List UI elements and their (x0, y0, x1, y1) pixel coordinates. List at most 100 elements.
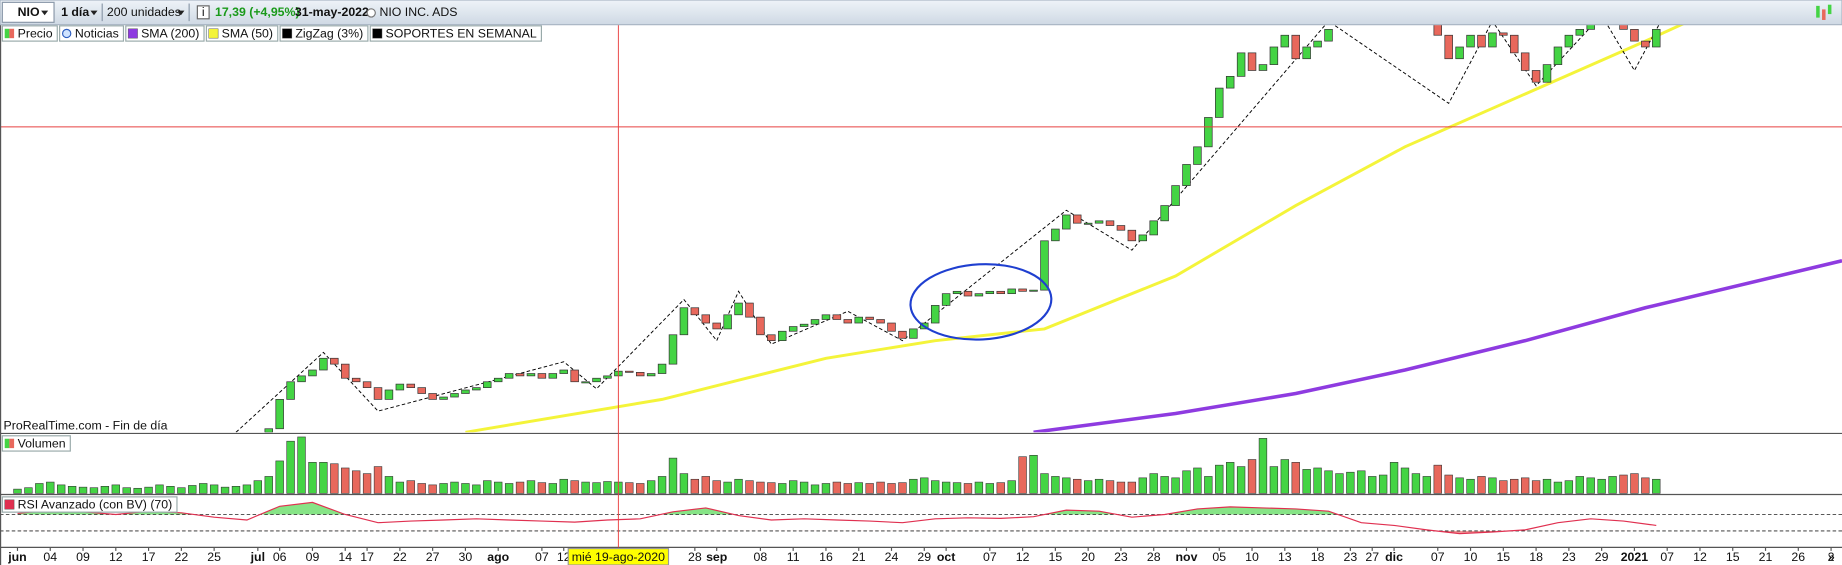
volume-bar (406, 480, 415, 494)
x-tick-label: 24 (885, 550, 899, 564)
icon-bar[interactable] (1816, 5, 1820, 18)
candle (996, 290, 1005, 295)
candle (898, 330, 907, 339)
volume-bar (13, 488, 22, 494)
volume-bar (1007, 480, 1016, 494)
candle (537, 373, 547, 379)
candle (778, 330, 787, 341)
candle (1215, 87, 1224, 118)
symbol[interactable]: NIO (18, 5, 40, 19)
volume-bar (821, 483, 831, 494)
legend-swatch (4, 28, 10, 39)
volume-bar (1280, 459, 1289, 494)
candle (832, 314, 842, 320)
legend-swatch (4, 499, 15, 510)
volume-bar (712, 480, 721, 494)
legend-box[interactable] (1, 25, 58, 42)
volume-bar (133, 487, 142, 494)
x-tick-label: 07 (535, 550, 549, 564)
volume-bar (1302, 469, 1311, 494)
candle (1619, 24, 1628, 30)
volume-bar (985, 483, 994, 494)
volume-bar (996, 482, 1005, 494)
icon-bar[interactable] (1827, 4, 1832, 15)
candle (1641, 40, 1650, 48)
volume-bar (209, 484, 219, 494)
legend-label: SMA (200) (141, 26, 199, 40)
volume-bar (734, 478, 743, 494)
candle (930, 305, 940, 324)
candle (1062, 214, 1071, 230)
dropdown-arrow[interactable] (90, 10, 98, 16)
volume-bar (177, 487, 186, 494)
units[interactable]: 200 unidades (107, 5, 181, 19)
volume-bar (286, 440, 295, 494)
legend-swatch (127, 28, 138, 39)
volume-bar (1040, 473, 1049, 494)
volume-bar (1575, 476, 1584, 494)
candle (1455, 46, 1464, 60)
x-tick-label: 23 (1562, 550, 1576, 564)
candle (548, 373, 558, 379)
symbol-box[interactable] (1, 1, 55, 23)
volume-bar (166, 486, 175, 494)
legend-box[interactable] (125, 25, 205, 42)
candle (1444, 34, 1453, 60)
crosshair-label-bg (567, 547, 670, 565)
volume-bar (646, 480, 656, 494)
volume-bar (1378, 474, 1388, 494)
x-tick-label: 11 (787, 550, 800, 564)
period[interactable]: 1 día (61, 5, 89, 19)
candle (581, 381, 590, 384)
x-tick-label: 20 (1081, 550, 1095, 564)
x-tick-label: 17 (360, 550, 374, 564)
info-icon[interactable] (196, 5, 210, 20)
volume-bar (1400, 467, 1410, 494)
volume-bar (1542, 478, 1552, 494)
crosshair: mié 19-ago-2020 (0, 24, 1842, 565)
volume-bar (330, 463, 339, 494)
legend-box[interactable] (205, 25, 279, 42)
volume-bar (1073, 478, 1082, 494)
chart-icon[interactable] (1816, 4, 1832, 20)
candle (559, 369, 568, 374)
volume-bar (231, 486, 241, 494)
candle (690, 307, 700, 316)
legend-box[interactable] (1, 435, 71, 452)
candle (767, 334, 776, 341)
volume-bar (920, 477, 929, 494)
candle (483, 381, 492, 388)
volume-bar (1258, 438, 1268, 494)
quote-date: 31-may-2022 (295, 5, 369, 19)
volume-bar (1520, 477, 1530, 494)
rsi-line (17, 501, 1657, 535)
volume-bar (799, 481, 809, 494)
candle (1018, 288, 1027, 292)
legend-box[interactable] (59, 25, 125, 42)
candle (1083, 222, 1093, 225)
scroll-right[interactable]: » (1828, 550, 1835, 564)
candle (712, 322, 721, 330)
icon-bar[interactable] (1822, 9, 1826, 20)
volume-bar (1619, 474, 1628, 494)
candle (1258, 64, 1268, 71)
legend-box[interactable] (279, 25, 369, 42)
candle (1127, 229, 1137, 242)
x-tick-label: 18 (1311, 550, 1325, 564)
volume-bar (1586, 477, 1595, 494)
volume-bar (1291, 462, 1300, 494)
candle (821, 314, 831, 320)
x-tick-label: jun (7, 550, 27, 564)
dropdown-arrow[interactable] (41, 10, 49, 16)
info-icon-glyph[interactable]: i (202, 5, 205, 19)
dropdown-arrow[interactable] (177, 10, 185, 16)
volume-bar (483, 480, 492, 494)
legend-box[interactable] (1, 496, 178, 513)
candle (788, 326, 798, 332)
volume-bar (1313, 467, 1322, 494)
x-tick-label: 17 (142, 550, 156, 564)
toolbar: NIO 1 día 200 unidades i 17,39 (+4,95%) … (0, 0, 1842, 26)
candle (909, 328, 918, 339)
legend-box[interactable] (369, 25, 542, 42)
legend-label: SMA (50) (222, 26, 273, 40)
